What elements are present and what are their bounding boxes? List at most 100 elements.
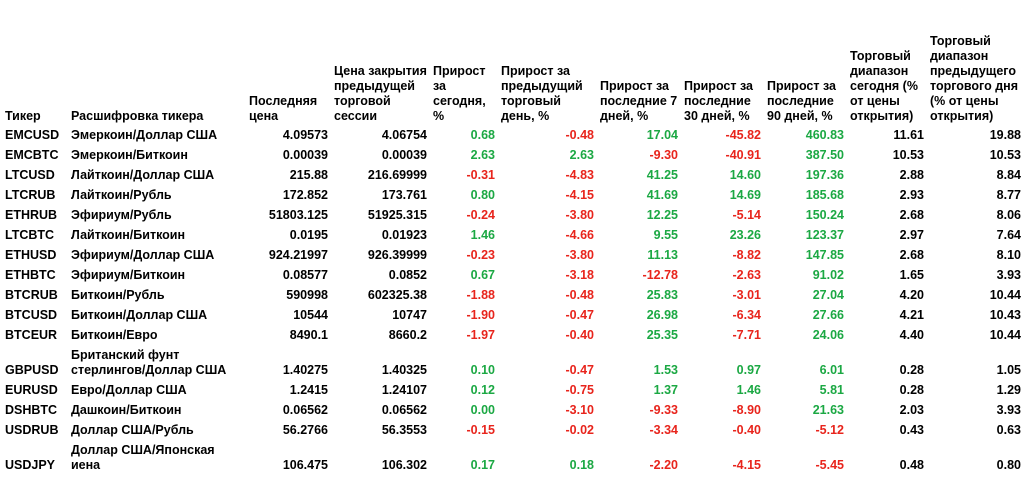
cell-change-90d: 27.04 — [812, 288, 844, 302]
cell-range-today: 0.43 — [899, 423, 924, 437]
cell-range-today: 2.68 — [899, 208, 924, 222]
table-row: BTCRUB Биткоин/Рубль 590998 602325.38 -1.88 -… — [2, 284, 1024, 304]
cell-range-prev: 7.64 — [996, 228, 1021, 242]
cell-change-7d: 25.83 — [646, 288, 678, 302]
cell-prev-close: 0.00039 — [381, 148, 427, 162]
cell-name: Эмеркоин/Биткоин — [71, 148, 188, 162]
cell-ticker: ETHBTC — [5, 268, 56, 282]
table-row: USDRUB Доллар США/Рубль 56.2766 56.3553 -0.1… — [2, 419, 1024, 439]
cell-prev-close: 56.3553 — [381, 423, 427, 437]
header-range-today: Торговый диапазон сегодня (% от цены отк… — [850, 49, 918, 123]
cell-change-7d: 41.69 — [646, 188, 678, 202]
cell-change-prev-day: -0.48 — [565, 288, 595, 302]
cell-prev-close: 173.761 — [381, 188, 427, 202]
cell-change-7d: -3.34 — [649, 423, 679, 437]
cell-prev-close: 926.39999 — [367, 248, 427, 262]
cell-last-price: 4.09573 — [282, 128, 328, 142]
cell-ticker: EMCBTC — [5, 148, 59, 162]
cell-range-prev: 3.93 — [996, 403, 1021, 417]
cell-change-prev-day: -3.18 — [565, 268, 595, 282]
cell-last-price: 215.88 — [289, 168, 328, 182]
cell-change-90d: 6.01 — [819, 363, 844, 377]
cell-name: Доллар США/Рубль — [71, 423, 194, 437]
cell-last-price: 51803.125 — [268, 208, 328, 222]
cell-change-7d: 17.04 — [646, 128, 678, 142]
cell-name: Лайткоин/Рубль — [71, 188, 172, 202]
cell-prev-close: 51925.315 — [367, 208, 427, 222]
cell-range-today: 0.28 — [899, 383, 924, 397]
cell-range-prev: 1.05 — [996, 363, 1021, 377]
cell-change-90d: 91.02 — [812, 268, 844, 282]
cell-change-today: -1.97 — [466, 328, 496, 342]
cell-prev-close: 10747 — [392, 308, 427, 322]
cell-last-price: 106.475 — [282, 458, 328, 472]
cell-change-prev-day: 0.18 — [569, 458, 594, 472]
cell-last-price: 0.00039 — [282, 148, 328, 162]
cell-change-today: 0.17 — [470, 458, 495, 472]
cell-change-30d: -7.71 — [732, 328, 762, 342]
cell-prev-close: 602325.38 — [367, 288, 427, 302]
cell-last-price: 10544 — [293, 308, 328, 322]
cell-ticker: EMCUSD — [5, 128, 60, 142]
cell-name: Эмеркоин/Доллар США — [71, 128, 218, 142]
header-prev-close: Цена закрытия предыдущей торговой сессии — [334, 64, 427, 123]
table-row: GBPUSD Британский фунт стерлингов/Доллар … — [2, 344, 1024, 379]
cell-change-today: 0.67 — [470, 268, 495, 282]
cell-change-90d: 197.36 — [805, 168, 844, 182]
cell-change-7d: 26.98 — [646, 308, 678, 322]
header-ticker: Тикер — [5, 109, 41, 123]
cell-change-30d: -8.82 — [732, 248, 762, 262]
cell-change-prev-day: -0.75 — [565, 383, 595, 397]
cell-last-price: 1.2415 — [289, 383, 328, 397]
cell-change-today: 2.63 — [470, 148, 495, 162]
cell-change-today: -1.90 — [466, 308, 496, 322]
cell-change-today: 0.00 — [470, 403, 495, 417]
cell-change-today: 0.80 — [470, 188, 495, 202]
cell-change-90d: 150.24 — [805, 208, 844, 222]
cell-range-today: 1.65 — [899, 268, 924, 282]
cell-ticker: LTCUSD — [5, 168, 55, 182]
table-row: ETHUSD Эфириум/Доллар США 924.21997 926.399… — [2, 244, 1024, 264]
table-row: EURUSD Евро/Доллар США 1.2415 1.24107 0.12 -0… — [2, 379, 1024, 399]
cell-change-30d: -3.01 — [732, 288, 762, 302]
cell-ticker: BTCUSD — [5, 308, 58, 322]
cell-name: Биткоин/Рубль — [71, 288, 165, 302]
cell-prev-close: 0.0852 — [388, 268, 427, 282]
cell-change-today: -0.24 — [466, 208, 496, 222]
cell-change-prev-day: -4.83 — [565, 168, 595, 182]
table-row: DSHBTC Дашкоин/Биткоин 0.06562 0.06562 0.00 -… — [2, 399, 1024, 419]
header-change-prev-day: Прирост за предыдущий торговый день, % — [501, 64, 583, 123]
cell-change-today: -0.31 — [466, 168, 496, 182]
cell-change-prev-day: 2.63 — [569, 148, 594, 162]
cell-ticker: DSHBTC — [5, 403, 58, 417]
cell-name: Лайткоин/Биткоин — [71, 228, 186, 242]
cell-change-prev-day: -4.15 — [565, 188, 595, 202]
cell-name: Доллар США/Японская иена — [71, 443, 215, 472]
cell-ticker: GBPUSD — [5, 363, 59, 377]
cell-change-prev-day: -3.80 — [565, 208, 595, 222]
cell-range-today: 4.20 — [899, 288, 924, 302]
header-change-30d: Прирост за последние 30 дней, % — [684, 79, 753, 123]
cell-range-today: 2.97 — [899, 228, 924, 242]
cell-range-today: 0.28 — [899, 363, 924, 377]
table-row: LTCBTC Лайткоин/Биткоин 0.0195 0.01923 1.46 -… — [2, 224, 1024, 244]
cell-prev-close: 0.01923 — [381, 228, 427, 242]
cell-change-prev-day: -3.80 — [565, 248, 595, 262]
table-row: EMCUSD Эмеркоин/Доллар США 4.09573 4.06754 0… — [2, 124, 1024, 144]
cell-range-prev: 10.44 — [989, 328, 1021, 342]
cell-range-today: 2.68 — [899, 248, 924, 262]
cell-name: Биткоин/Доллар США — [71, 308, 208, 322]
cell-range-prev: 0.63 — [996, 423, 1021, 437]
cell-change-30d: 0.97 — [736, 363, 761, 377]
cell-change-90d: 387.50 — [805, 148, 844, 162]
cell-change-90d: 123.37 — [805, 228, 844, 242]
cell-change-30d: -8.90 — [732, 403, 762, 417]
header-change-90d: Прирост за последние 90 дней, % — [767, 79, 836, 123]
cell-range-prev: 0.80 — [996, 458, 1021, 472]
cell-ticker: BTCRUB — [5, 288, 58, 302]
cell-change-prev-day: -0.47 — [565, 308, 595, 322]
cell-last-price: 172.852 — [282, 188, 328, 202]
cell-change-7d: -12.78 — [642, 268, 678, 282]
table-row: LTCUSD Лайткоин/Доллар США 215.88 216.69999… — [2, 164, 1024, 184]
